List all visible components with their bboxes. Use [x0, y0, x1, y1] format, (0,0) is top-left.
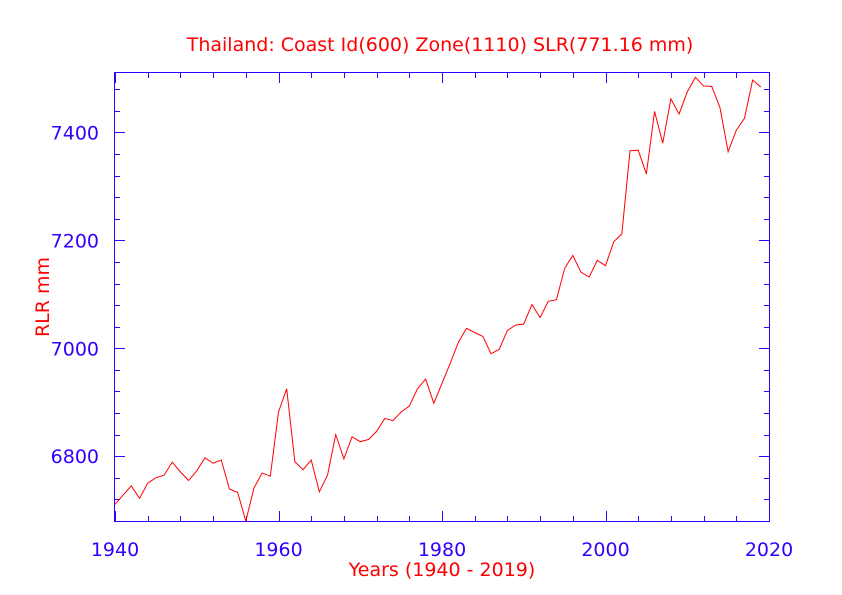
data-point: [351, 435, 354, 438]
data-point: [310, 459, 313, 462]
data-point: [416, 387, 419, 390]
data-point: [743, 117, 746, 120]
data-point: [612, 240, 615, 243]
data-point: [408, 405, 411, 408]
data-point: [138, 497, 141, 500]
data-point: [465, 327, 468, 330]
series-line: [114, 76, 762, 523]
y-tick-label: 7400: [51, 122, 99, 144]
data-point: [686, 90, 689, 93]
data-point: [530, 303, 533, 306]
data-point: [261, 471, 264, 474]
data-point: [114, 503, 117, 506]
data-point: [457, 341, 460, 344]
data-point: [596, 259, 599, 262]
data-point: [122, 494, 125, 497]
data-point: [539, 316, 542, 319]
data-point: [195, 469, 198, 472]
data-point: [302, 468, 305, 471]
data-point: [236, 491, 239, 494]
data-point: [694, 76, 697, 79]
data-point: [735, 129, 738, 132]
data-point: [645, 172, 648, 175]
data-point: [391, 419, 394, 422]
data-point: [563, 267, 566, 270]
x-tick-label: 1960: [254, 539, 302, 561]
data-point: [653, 110, 656, 113]
data-point: [154, 476, 157, 479]
data-point: [359, 440, 362, 443]
data-point: [212, 462, 215, 465]
data-point: [269, 475, 272, 478]
y-tick-label: 7200: [51, 230, 99, 252]
data-point: [252, 487, 255, 490]
data-point: [588, 276, 591, 279]
data-point: [220, 459, 223, 462]
data-point: [514, 324, 517, 327]
data-points: [114, 76, 763, 523]
data-point: [318, 490, 321, 493]
data-point: [171, 461, 174, 464]
plot-frame: [114, 72, 770, 522]
data-point: [441, 382, 444, 385]
data-point: [285, 387, 288, 390]
data-point: [718, 106, 721, 109]
data-point: [375, 430, 378, 433]
y-tick-label: 6800: [51, 446, 99, 468]
data-point: [669, 97, 672, 100]
data-point: [637, 149, 640, 152]
data-point: [555, 298, 558, 301]
data-point: [604, 264, 607, 267]
data-point: [146, 482, 149, 485]
data-point: [179, 470, 182, 473]
data-point: [702, 84, 705, 87]
data-point: [293, 460, 296, 463]
data-point: [498, 348, 501, 351]
data-point: [620, 232, 623, 235]
data-point: [163, 474, 166, 477]
data-point: [629, 149, 632, 152]
data-point: [473, 331, 476, 334]
x-tick-label: 1940: [91, 539, 139, 561]
data-point: [228, 488, 231, 491]
data-point: [751, 79, 754, 82]
data-point: [449, 362, 452, 365]
data-point: [130, 484, 133, 487]
data-point: [432, 402, 435, 405]
data-point: [759, 86, 762, 89]
data-point: [661, 142, 664, 145]
data-point: [244, 520, 247, 523]
y-axis-label: RLR mm: [32, 257, 54, 337]
chart-title: Thailand: Coast Id(600) Zone(1110) SLR(7…: [186, 34, 694, 56]
data-point: [400, 410, 403, 413]
data-point: [571, 254, 574, 257]
data-point: [187, 479, 190, 482]
data-point: [326, 474, 329, 477]
x-tick-label: 2020: [745, 539, 793, 561]
y-tick-label: 7000: [51, 338, 99, 360]
data-point: [383, 417, 386, 420]
data-point: [367, 438, 370, 441]
data-point: [481, 335, 484, 338]
tick-labels: 1940 1960 1980 2000 2020 6800 7000 7200 7400: [51, 122, 794, 561]
data-point: [424, 378, 427, 381]
data-point: [710, 85, 713, 88]
data-point: [506, 329, 509, 332]
data-point: [334, 433, 337, 436]
x-axis-label: Years (1940 - 2019): [348, 559, 536, 581]
data-point: [277, 410, 280, 413]
x-tick-label: 2000: [581, 539, 629, 561]
axis-ticks: [115, 73, 770, 522]
data-point: [678, 113, 681, 116]
data-point: [490, 352, 493, 355]
data-point: [727, 150, 730, 153]
data-point: [203, 456, 206, 459]
data-point: [522, 322, 525, 325]
x-tick-label: 1980: [418, 539, 466, 561]
data-point: [342, 457, 345, 460]
data-point: [579, 271, 582, 274]
data-point: [547, 300, 550, 303]
